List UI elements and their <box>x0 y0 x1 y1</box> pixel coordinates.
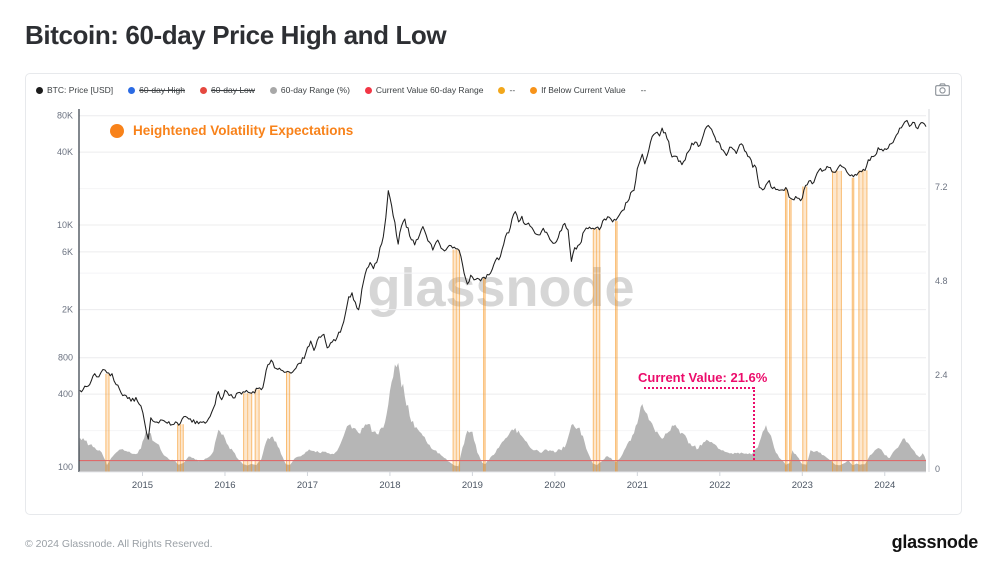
svg-text:2015: 2015 <box>132 480 153 491</box>
legend-item-label: BTC: Price [USD] <box>47 85 114 95</box>
legend-dot-icon <box>498 86 506 94</box>
legend-item-label: If Below Current Value <box>541 85 626 95</box>
svg-text:7.2: 7.2 <box>935 182 948 192</box>
legend-dot-icon <box>269 86 277 94</box>
legend-item[interactable]: If Below Current Value <box>530 85 626 95</box>
svg-text:400: 400 <box>58 389 73 399</box>
svg-text:100: 100 <box>58 462 73 472</box>
legend-item[interactable]: 60-day High <box>128 85 185 95</box>
svg-text:2016: 2016 <box>214 480 235 491</box>
legend-item[interactable]: -- <box>641 85 647 95</box>
legend-item-label: 60-day Range (%) <box>280 85 350 95</box>
svg-text:40K: 40K <box>57 147 73 157</box>
svg-text:4.8: 4.8 <box>935 276 948 286</box>
svg-text:2018: 2018 <box>379 480 400 491</box>
glassnode-watermark: glassnode <box>367 258 635 318</box>
svg-text:80K: 80K <box>57 111 73 121</box>
svg-text:2K: 2K <box>62 305 73 315</box>
camera-icon <box>934 82 950 96</box>
legend-item[interactable]: Current Value 60-day Range <box>364 85 484 95</box>
svg-text:800: 800 <box>58 353 73 363</box>
svg-text:10K: 10K <box>57 220 73 230</box>
copyright-text: © 2024 Glassnode. All Rights Reserved. <box>25 538 213 550</box>
legend-items: BTC: Price [USD] 60-day High 60-day Low 60-… <box>36 81 927 99</box>
legend-dot-icon <box>364 86 372 94</box>
svg-text:2024: 2024 <box>874 480 895 491</box>
svg-text:2020: 2020 <box>544 480 565 491</box>
page-title: Bitcoin: 60-day Price High and Low <box>25 20 447 50</box>
legend-dot-icon <box>36 86 43 94</box>
legend-item[interactable]: 60-day Range (%) <box>269 85 350 95</box>
legend-item[interactable]: 60-day Low <box>199 85 255 95</box>
legend-item-label: -- <box>509 85 516 95</box>
svg-text:2019: 2019 <box>462 480 483 491</box>
svg-text:0: 0 <box>935 464 940 474</box>
svg-text:2023: 2023 <box>792 480 813 491</box>
price-range-chart[interactable]: 80K 40K 10K 6K 2K 800 400 100 7.2 4.8 2.4 0 2015 2016… <box>26 101 961 501</box>
legend-item-label: -- <box>640 85 647 95</box>
legend-item-label: 60-day High <box>139 85 185 95</box>
legend-item[interactable]: -- <box>498 85 515 95</box>
svg-text:6K: 6K <box>62 247 73 257</box>
camera-button[interactable] <box>933 81 951 97</box>
chart-card: BTC: Price [USD] 60-day High 60-day Low 60-… <box>25 73 962 515</box>
legend-item-label: Current Value 60-day Range <box>375 85 484 95</box>
legend-item-label: 60-day Low <box>210 85 255 95</box>
svg-text:2.4: 2.4 <box>935 370 948 380</box>
legend-dot-icon <box>199 86 207 94</box>
svg-text:2021: 2021 <box>627 480 648 491</box>
legend-dot-icon <box>530 86 538 94</box>
legend-item[interactable]: BTC: Price [USD] <box>36 85 113 95</box>
svg-text:2022: 2022 <box>709 480 730 491</box>
svg-text:2017: 2017 <box>297 480 318 491</box>
legend-dot-icon <box>128 86 136 94</box>
glassnode-logo: glassnode <box>891 532 979 552</box>
